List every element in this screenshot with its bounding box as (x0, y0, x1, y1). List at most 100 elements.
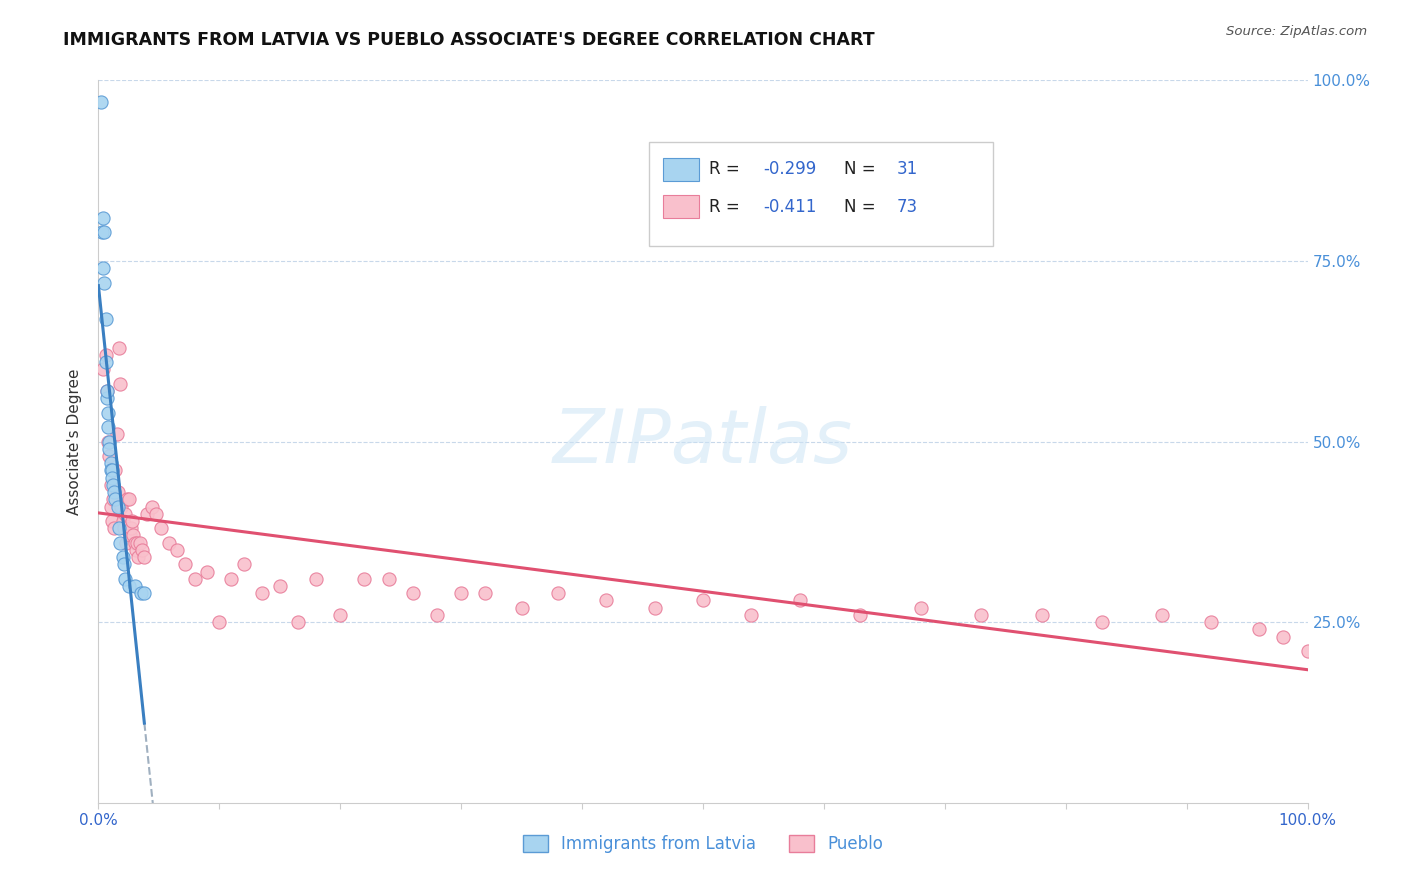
Point (112, 558, 135, 572)
Point (111, 550, 134, 565)
Text: 31: 31 (897, 161, 918, 178)
Point (91, 362, 114, 376)
Text: N =: N = (845, 161, 882, 178)
Point (131, 542, 153, 557)
Text: IMMIGRANTS FROM LATVIA VS PUEBLO ASSOCIATE'S DEGREE CORRELATION CHART: IMMIGRANTS FROM LATVIA VS PUEBLO ASSOCIA… (63, 31, 875, 49)
Point (1091, 615, 1114, 630)
Y-axis label: Associate's Degree: Associate's Degree (67, 368, 83, 515)
Text: -0.411: -0.411 (763, 198, 817, 216)
Point (108, 535, 131, 549)
Point (145, 507, 167, 521)
Text: 73: 73 (897, 198, 918, 216)
Point (127, 535, 149, 549)
Point (195, 565, 218, 579)
Point (1296, 644, 1319, 658)
Point (135, 507, 157, 521)
Point (104, 492, 127, 507)
Point (118, 492, 141, 507)
Point (134, 586, 156, 600)
Text: -0.299: -0.299 (763, 161, 817, 178)
Point (644, 600, 666, 615)
Point (208, 615, 231, 630)
Point (1272, 630, 1295, 644)
Point (117, 492, 139, 507)
Point (174, 558, 197, 572)
Point (547, 586, 569, 600)
Point (94, 348, 117, 362)
Point (100, 456, 122, 470)
Point (166, 542, 188, 557)
Point (124, 579, 146, 593)
Point (94, 355, 117, 369)
Point (595, 593, 617, 607)
Point (118, 579, 141, 593)
Point (105, 427, 128, 442)
Point (114, 572, 136, 586)
Point (101, 478, 124, 492)
Point (118, 528, 141, 542)
Text: R =: R = (709, 161, 745, 178)
Point (740, 607, 762, 622)
Point (122, 528, 145, 542)
Point (110, 500, 132, 514)
Point (157, 535, 180, 549)
Point (100, 500, 122, 514)
Point (970, 607, 993, 622)
Text: Source: ZipAtlas.com: Source: ZipAtlas.com (1226, 25, 1367, 38)
Point (129, 586, 152, 600)
Point (97, 434, 120, 449)
Point (141, 500, 163, 514)
Point (91, 211, 114, 225)
Point (789, 593, 811, 607)
Point (104, 463, 127, 477)
Text: N =: N = (845, 198, 882, 216)
Point (250, 586, 273, 600)
Point (98, 442, 121, 456)
Point (232, 558, 254, 572)
Point (1152, 607, 1174, 622)
Legend: Immigrants from Latvia, Pueblo: Immigrants from Latvia, Pueblo (516, 828, 890, 860)
Point (114, 507, 136, 521)
Point (96, 384, 118, 398)
Point (96, 391, 118, 405)
Point (692, 593, 714, 607)
Point (128, 535, 150, 549)
Point (96, 384, 118, 398)
Point (269, 579, 291, 593)
Point (184, 572, 207, 586)
Point (353, 572, 375, 586)
Point (97, 420, 120, 434)
Point (474, 586, 496, 600)
Point (100, 514, 122, 528)
Point (101, 492, 124, 507)
Point (127, 550, 149, 565)
Point (111, 514, 134, 528)
Point (107, 485, 129, 500)
Point (910, 600, 932, 615)
Point (1031, 607, 1053, 622)
FancyBboxPatch shape (648, 142, 993, 246)
Point (115, 535, 138, 549)
Point (103, 485, 125, 500)
Point (100, 463, 122, 477)
Point (305, 572, 328, 586)
Text: ZIPatlas: ZIPatlas (553, 406, 853, 477)
Point (108, 376, 131, 391)
Point (510, 600, 533, 615)
Point (100, 463, 122, 477)
Point (377, 572, 399, 586)
Point (90, 95, 112, 109)
Point (98, 434, 121, 449)
Point (1249, 623, 1271, 637)
Point (450, 586, 472, 600)
Point (426, 607, 449, 622)
Point (107, 500, 129, 514)
Point (91, 225, 114, 239)
Point (108, 341, 131, 355)
Bar (664, 158, 699, 181)
Point (91, 261, 114, 276)
Point (121, 514, 143, 528)
Point (93, 225, 115, 239)
Point (849, 607, 872, 622)
Point (97, 406, 120, 420)
